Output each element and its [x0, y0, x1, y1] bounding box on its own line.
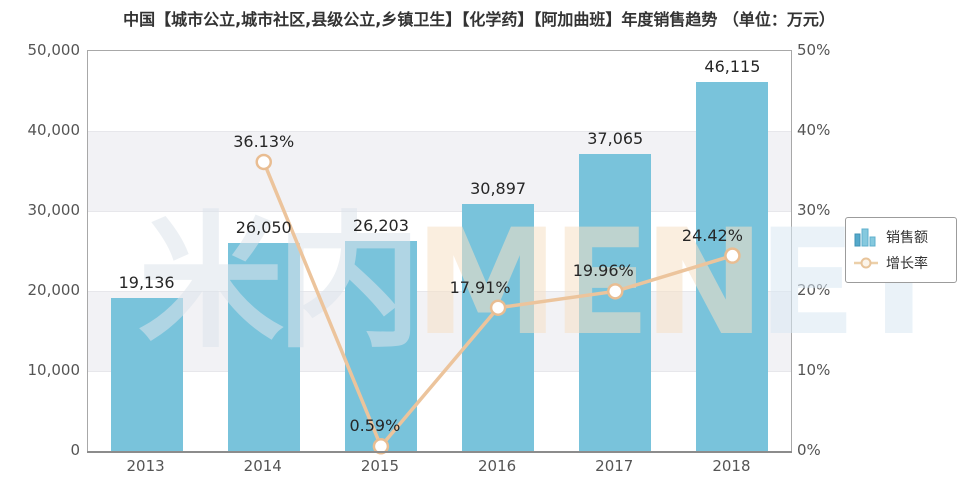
bar-value-label: 26,050 [235, 217, 292, 237]
growth-value-label: 17.91% [449, 277, 511, 297]
bar-2017[interactable] [579, 154, 652, 451]
legend-item-sales[interactable]: 销售额 [854, 224, 948, 250]
bar-2013[interactable] [110, 297, 183, 451]
x-axis-label-2016: 2016 [477, 457, 517, 475]
gridline [88, 211, 791, 212]
bar-value-label: 46,115 [704, 57, 761, 77]
y-axis-left-tick: 10,000 [27, 361, 81, 379]
bar-2016[interactable] [462, 203, 535, 451]
growth-line-plot [255, 153, 741, 455]
y-axis-right-tick: 10% [797, 361, 831, 379]
y-axis-right-tick: 20% [797, 281, 831, 299]
legend-label-sales: 销售额 [886, 230, 928, 246]
growth-marker-2016[interactable] [489, 299, 507, 316]
y-axis-left-tick: 50,000 [27, 41, 81, 59]
bar-2018[interactable] [696, 82, 769, 451]
growth-marker-2017[interactable] [607, 283, 624, 300]
y-axis-right-tick: 50% [797, 41, 831, 59]
y-axis-left-tick: 40,000 [27, 121, 81, 139]
growth-marker-2015[interactable] [372, 438, 390, 455]
growth-value-label: 0.59% [349, 416, 401, 436]
bar-value-label: 19,136 [118, 272, 175, 292]
gridline [88, 371, 791, 372]
legend-item-growth[interactable]: 增长率 [854, 250, 948, 276]
bar-value-label: 37,065 [587, 129, 644, 149]
bar-2014[interactable] [227, 242, 300, 451]
plot-band [88, 291, 791, 371]
growth-value-label: 24.42% [681, 225, 743, 245]
gridline [88, 131, 791, 132]
legend-label-growth: 增长率 [886, 256, 928, 272]
x-axis-line [87, 451, 792, 453]
x-axis-label-2017: 2017 [595, 457, 634, 475]
y-axis-right-tick: 0% [797, 441, 821, 459]
y-axis-left-tick: 20,000 [27, 281, 81, 299]
bar-value-label: 30,897 [470, 178, 527, 198]
y-axis-right-tick: 40% [797, 121, 831, 139]
y-axis-right-tick: 30% [797, 201, 831, 219]
plot-band [88, 131, 791, 211]
x-axis-label-2014: 2014 [243, 457, 282, 475]
growth-marker-2018[interactable] [724, 247, 741, 264]
chart-title: 中国【城市公立,城市社区,县级公立,乡镇卫生】【化学药】【阿加曲班】年度销售趋势… [123, 10, 835, 29]
y-axis-left-tick: 30,000 [27, 201, 81, 219]
gridline [88, 291, 791, 292]
bar-value-label: 26,203 [352, 216, 409, 236]
growth-marker-2014[interactable] [255, 153, 272, 171]
y-axis-left-tick: 0 [70, 441, 80, 459]
growth-value-label: 19.96% [572, 261, 634, 281]
bar-chart-icon [854, 228, 876, 247]
x-axis-label-2018: 2018 [712, 457, 751, 475]
legend-box: 销售额 增长率 [845, 217, 957, 283]
x-axis-label-2013: 2013 [126, 457, 165, 475]
x-axis-label-2015: 2015 [360, 457, 399, 475]
plot-area: 19,136 26,050 26,203 30,897 37,065 46,115 36.1… [87, 50, 792, 455]
growth-value-label: 36.13% [233, 131, 295, 151]
line-marker-icon [854, 257, 878, 269]
